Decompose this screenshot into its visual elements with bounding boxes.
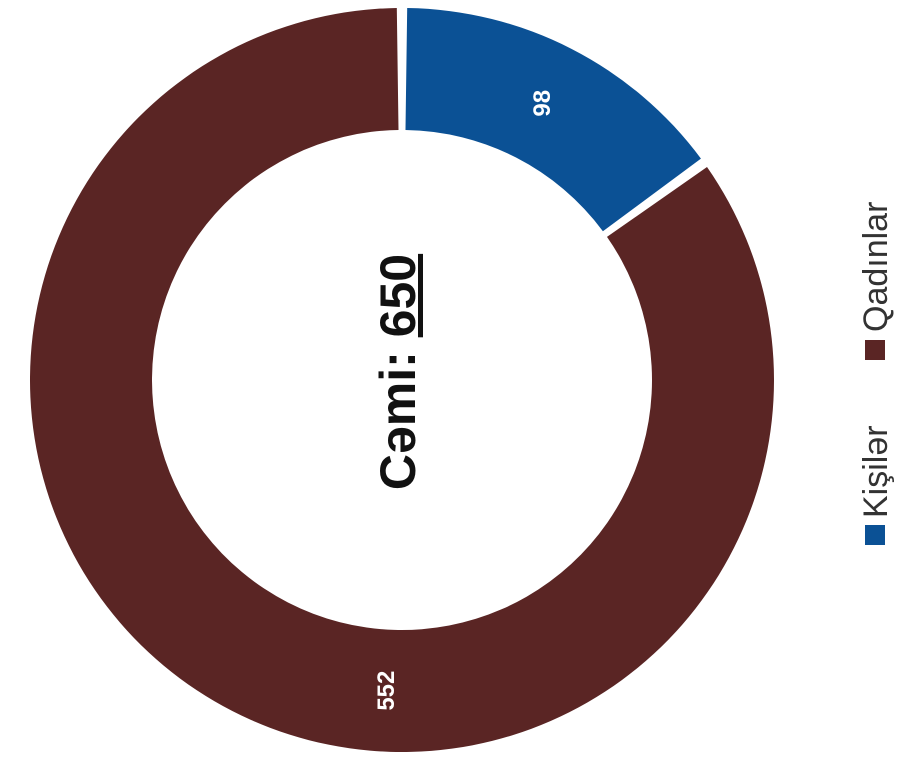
- total-label: Cəmi: 650: [370, 254, 426, 490]
- total-prefix: Cəmi:: [370, 337, 426, 490]
- total-value: 650: [370, 254, 426, 337]
- legend-label-qadinlar: Qadınlar: [857, 202, 895, 332]
- data-label-0: 98: [529, 90, 556, 117]
- slice-label-group-0: 98: [529, 90, 556, 117]
- legend-swatch-qadinlar: [865, 340, 885, 360]
- legend-swatch-kisiler: [865, 525, 885, 545]
- slice-label-group-1: 552: [373, 671, 400, 711]
- center-total: Cəmi: 650: [370, 254, 426, 490]
- data-label-1: 552: [373, 671, 400, 711]
- legend: Kişilər Qadınlar: [857, 202, 895, 545]
- donut-slice-0: [405, 8, 700, 231]
- legend-label-kisiler: Kişilər: [857, 425, 895, 518]
